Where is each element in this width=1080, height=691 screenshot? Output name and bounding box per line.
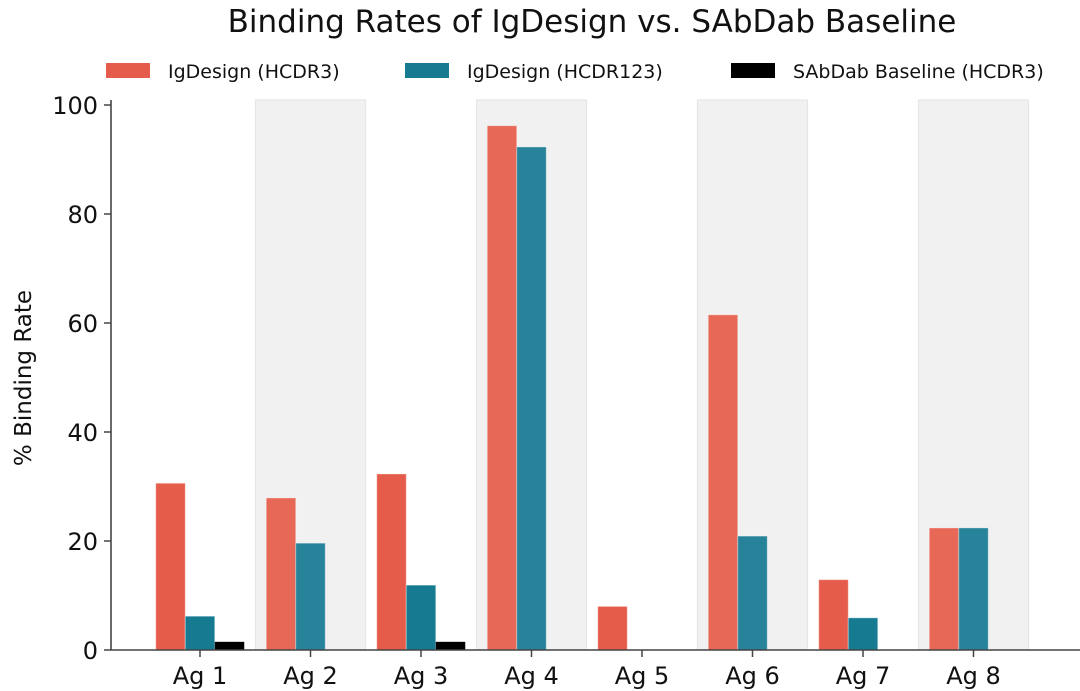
bar-ag1-series2 (184, 615, 216, 651)
x-tick-label: Ag 8 (946, 662, 1001, 690)
legend-swatch (405, 63, 449, 78)
y-tick-label: 100 (52, 92, 98, 120)
x-tick-label: Ag 5 (615, 662, 670, 690)
x-tick-label: Ag 6 (725, 662, 780, 690)
bar-ag4-series2 (516, 146, 547, 651)
chart-title: Binding Rates of IgDesign vs. SAbDab Bas… (228, 4, 957, 40)
axes: Ag 1 Ag 2 Ag 3 Ag 4 Ag 5 Ag 6 Ag 7 Ag 8 0 20 40 60 8… (52, 92, 1080, 690)
bar-ag6-series2 (737, 535, 768, 651)
bar-ag4-series1 (486, 125, 518, 651)
bar-ag5-series1 (597, 605, 628, 651)
y-tick-label: 60 (67, 310, 98, 338)
bar-ag2-series2 (295, 542, 326, 651)
bar-ag7-series1 (818, 579, 849, 651)
x-tick-label: Ag 1 (173, 662, 228, 690)
bar-ag3-series1 (376, 473, 407, 651)
y-tick-label: 0 (83, 637, 98, 665)
y-tick-label: 40 (67, 419, 98, 447)
legend-label: IgDesign (HCDR123) (467, 61, 663, 83)
bar-ag8-series2 (958, 527, 989, 651)
bar-ag6-series1 (707, 314, 739, 651)
y-axis-label: % Binding Rate (11, 290, 37, 466)
shaded-bands (254, 99, 1030, 651)
y-tick-label: 80 (67, 201, 98, 229)
bar-ag3-series2 (405, 584, 437, 651)
bar-ag1-series3 (214, 641, 245, 650)
legend: IgDesign (HCDR3) IgDesign (HCDR123) SAbDab… (106, 61, 1044, 83)
bars (155, 125, 989, 651)
legend-swatch (731, 63, 775, 78)
x-tick-label: Ag 3 (394, 662, 449, 690)
x-tick-label: Ag 4 (504, 662, 559, 690)
bar-ag7-series2 (847, 617, 879, 651)
y-tick-label: 20 (67, 528, 98, 556)
bar-ag1-series1 (155, 482, 186, 651)
legend-swatch (106, 63, 150, 78)
bar-ag3-series3 (435, 641, 466, 650)
legend-label: SAbDab Baseline (HCDR3) (793, 61, 1044, 83)
bar-ag2-series1 (265, 497, 297, 651)
x-tick-label: Ag 2 (283, 662, 338, 690)
legend-label: IgDesign (HCDR3) (168, 61, 340, 83)
bar-ag8-series1 (928, 527, 960, 651)
x-tick-label: Ag 7 (836, 662, 891, 690)
